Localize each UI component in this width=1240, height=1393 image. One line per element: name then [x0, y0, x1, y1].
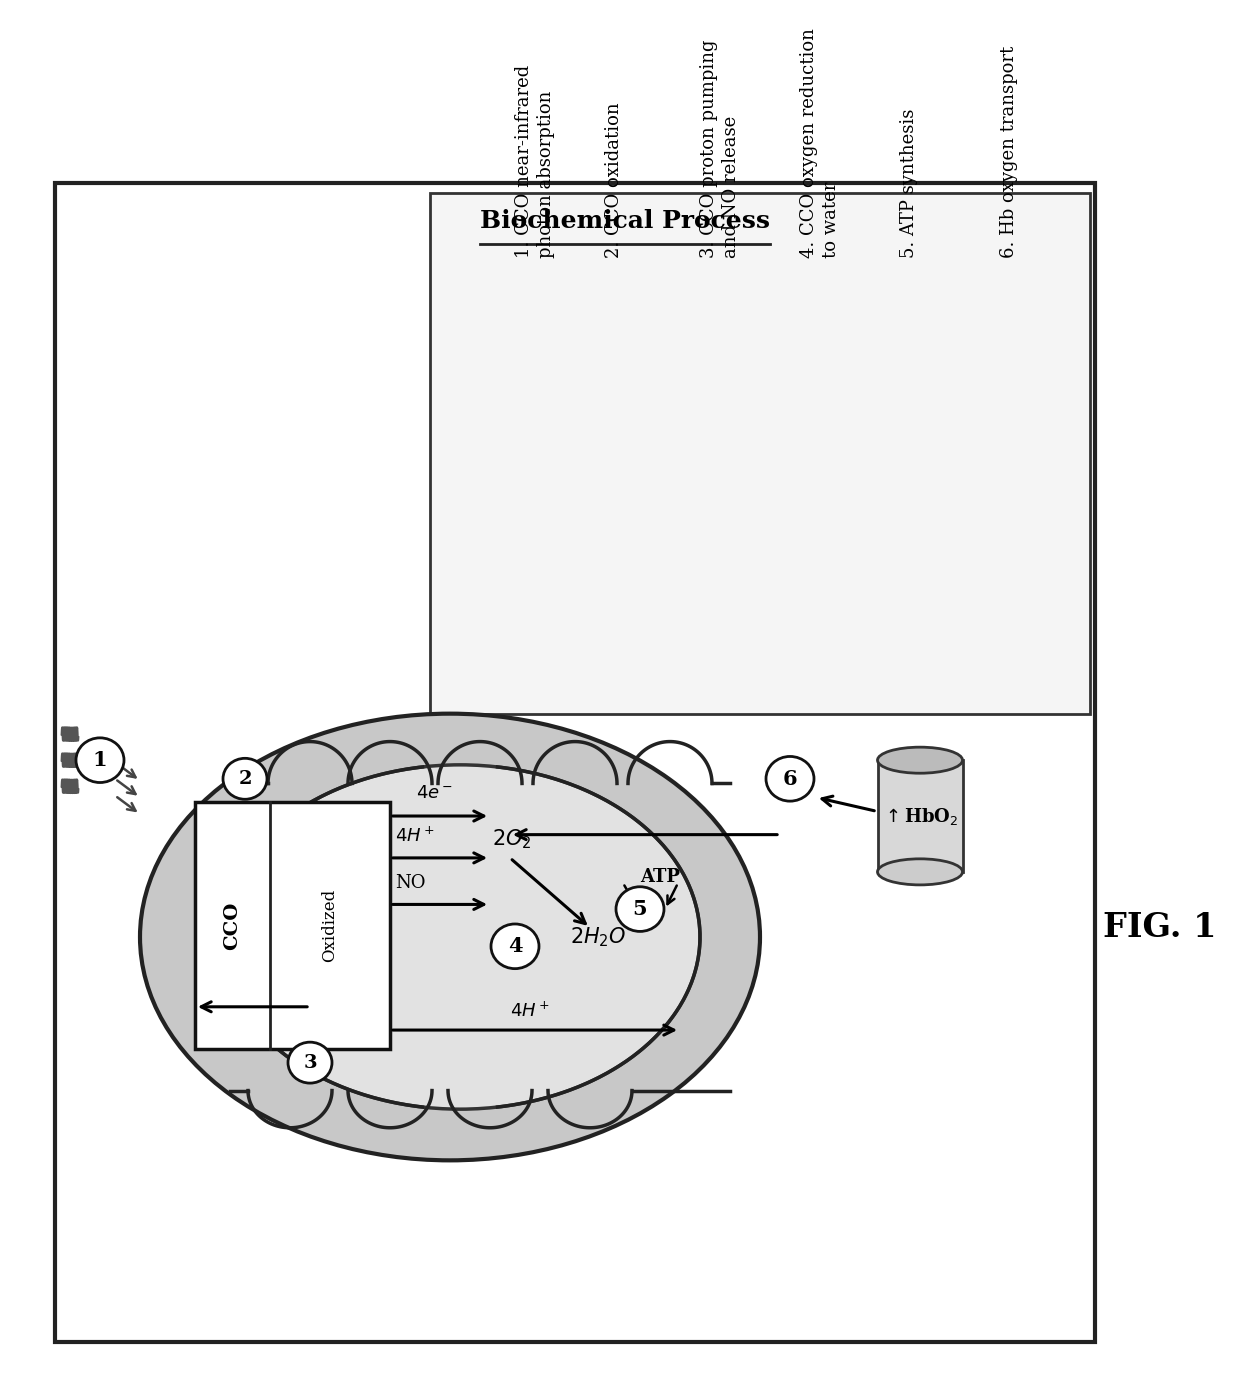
Text: 4: 4 [507, 936, 522, 957]
Ellipse shape [219, 765, 701, 1109]
FancyBboxPatch shape [430, 192, 1090, 713]
Circle shape [288, 1042, 332, 1084]
Text: $4H^+$: $4H^+$ [396, 826, 435, 846]
Ellipse shape [878, 747, 962, 773]
Ellipse shape [140, 713, 760, 1160]
Text: $4H^+$: $4H^+$ [510, 1002, 551, 1021]
Circle shape [76, 738, 124, 783]
Text: $\uparrow$HbO$_2$: $\uparrow$HbO$_2$ [882, 805, 959, 826]
Text: 6. Hb oxygen transport: 6. Hb oxygen transport [999, 46, 1018, 258]
Circle shape [491, 924, 539, 968]
Text: 1. CCO near-infrared
photon absorption: 1. CCO near-infrared photon absorption [515, 64, 556, 258]
Text: 3. CCO proton pumping
and NO release: 3. CCO proton pumping and NO release [701, 39, 740, 258]
Text: 1: 1 [93, 751, 108, 770]
Text: 5. ATP synthesis: 5. ATP synthesis [900, 109, 918, 258]
Text: 6: 6 [782, 769, 797, 788]
Text: 3: 3 [304, 1053, 316, 1071]
Ellipse shape [878, 859, 962, 885]
Circle shape [223, 758, 267, 800]
Text: $2H_2O$: $2H_2O$ [570, 925, 626, 949]
Text: 4. CCO oxygen reduction
to water: 4. CCO oxygen reduction to water [800, 28, 841, 258]
Text: FIG. 1: FIG. 1 [1104, 911, 1216, 944]
Text: ATP: ATP [640, 868, 680, 886]
Text: 5: 5 [632, 898, 647, 919]
Circle shape [616, 887, 663, 932]
Text: Biochemical Process: Biochemical Process [480, 209, 770, 233]
Circle shape [766, 756, 813, 801]
Text: CCO: CCO [223, 901, 241, 950]
FancyBboxPatch shape [55, 184, 1095, 1341]
Text: 2: 2 [238, 770, 252, 788]
Text: Oxidized: Oxidized [321, 889, 339, 963]
Text: $2O_2$: $2O_2$ [492, 827, 532, 851]
FancyBboxPatch shape [195, 802, 391, 1049]
Text: NO: NO [396, 875, 425, 893]
FancyBboxPatch shape [878, 761, 963, 872]
Text: $4e^-$: $4e^-$ [417, 784, 454, 802]
Text: 2. CCO oxidation: 2. CCO oxidation [605, 102, 622, 258]
